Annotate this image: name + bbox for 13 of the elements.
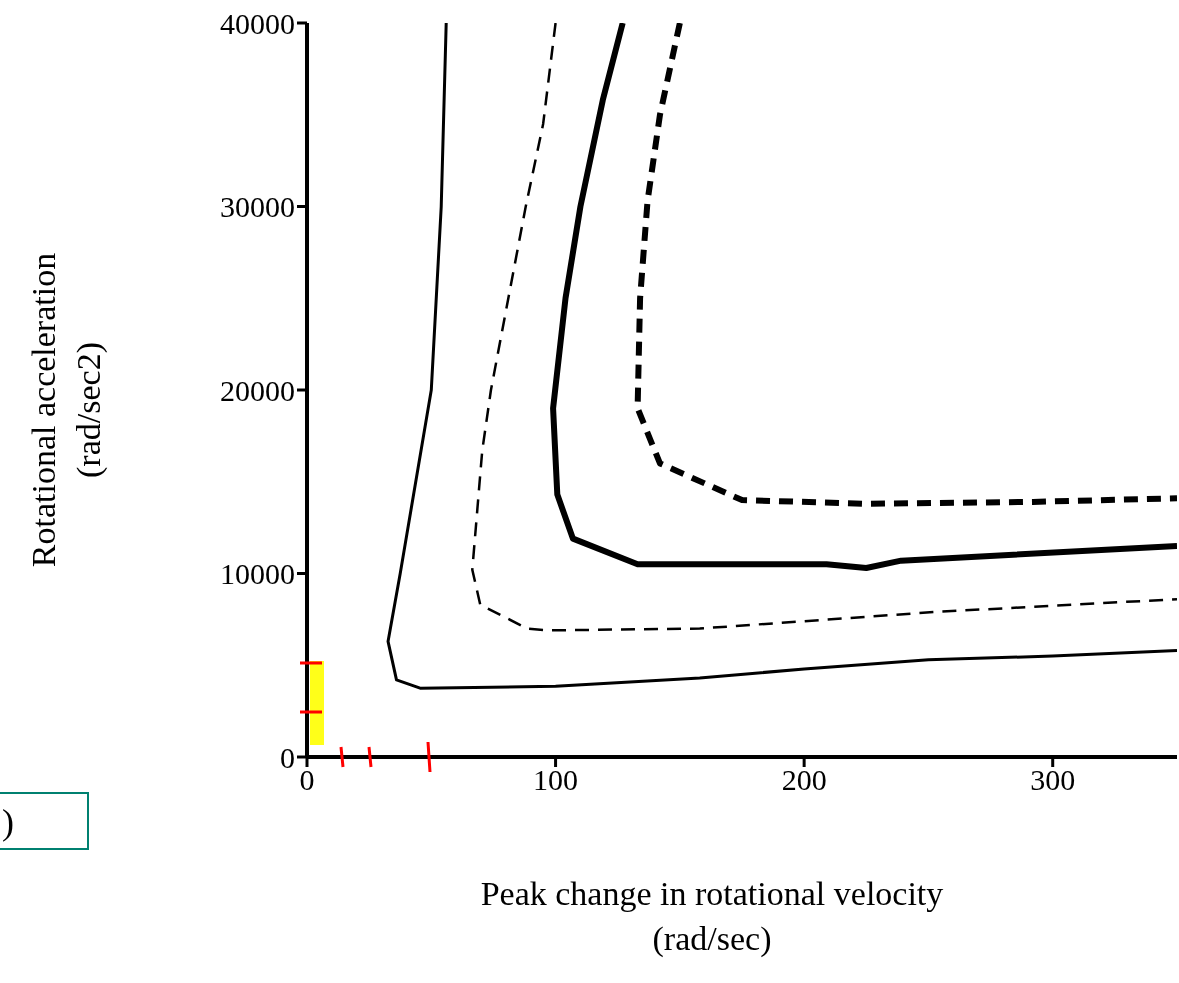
y-tick-label: 20000 <box>220 373 295 407</box>
line-series <box>386 23 1177 690</box>
x-tick-label: 100 <box>533 763 579 797</box>
y-tick-label: 30000 <box>220 190 295 224</box>
line-series <box>471 23 1177 632</box>
x-tick-label: 200 <box>781 763 827 797</box>
y-tick-label: 40000 <box>220 6 295 40</box>
text: ) <box>2 802 14 842</box>
x-axis-title: Peak change in rotational velocity (rad/sec) <box>480 875 944 958</box>
x-tick-label: 300 <box>1030 763 1076 797</box>
y-tick-label: 10000 <box>220 557 295 591</box>
y-axis-title: Rotational acceleration (rad/sec2) <box>25 252 108 568</box>
y-tick-label: 0 <box>280 740 295 774</box>
